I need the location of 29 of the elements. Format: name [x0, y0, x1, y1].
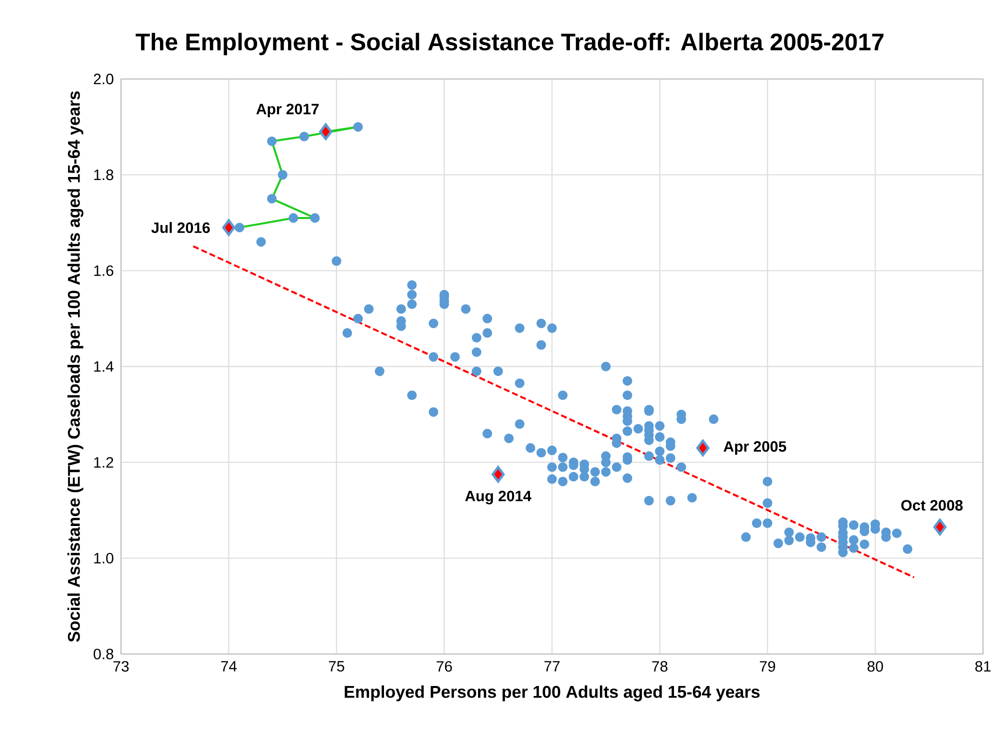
x-tick-label: 74 [221, 661, 237, 672]
x-tick-label: 75 [328, 661, 344, 672]
y-tick-label: 1.8 [94, 170, 114, 180]
y-axis-title: Social Assistance (ETW) Caseloads per 100 Adults aged 15-64 years [67, 91, 84, 642]
x-tick-label: 76 [436, 661, 452, 672]
y-tick-label: 1.4 [94, 361, 114, 372]
annotation: Oct 2008 [901, 500, 963, 511]
x-tick-label: 79 [760, 661, 776, 672]
annotation: Apr 2005 [724, 441, 786, 455]
point [222, 219, 236, 236]
x-tick-label: 80 [868, 661, 883, 672]
point [696, 440, 710, 456]
annotation: Aug 2014 [465, 490, 532, 504]
point [492, 466, 505, 483]
annotation: Jul 2016 [151, 222, 210, 234]
chart-title: The Employment - Social Assistance Trade-off: Alberta 2005-2017 [136, 32, 884, 56]
point [933, 518, 946, 536]
x-tick-label: 78 [652, 661, 668, 672]
y-tick-label: 1.2 [94, 457, 114, 468]
x-tick-label: 77 [544, 661, 560, 672]
y-tick-label: 1.0 [94, 552, 114, 564]
x-tick-label: 81 [975, 661, 991, 672]
y-tick-label: 1.6 [94, 265, 114, 276]
y-tick-label: 2.0 [94, 74, 114, 84]
x-axis-title: Employed Persons per 100 Adults aged 15-64 years [344, 685, 760, 702]
x-tick-label: 73 [113, 661, 129, 672]
y-tick-label: 0.8 [94, 648, 114, 660]
point [319, 123, 332, 140]
annotation: Apr 2017 [256, 104, 319, 118]
